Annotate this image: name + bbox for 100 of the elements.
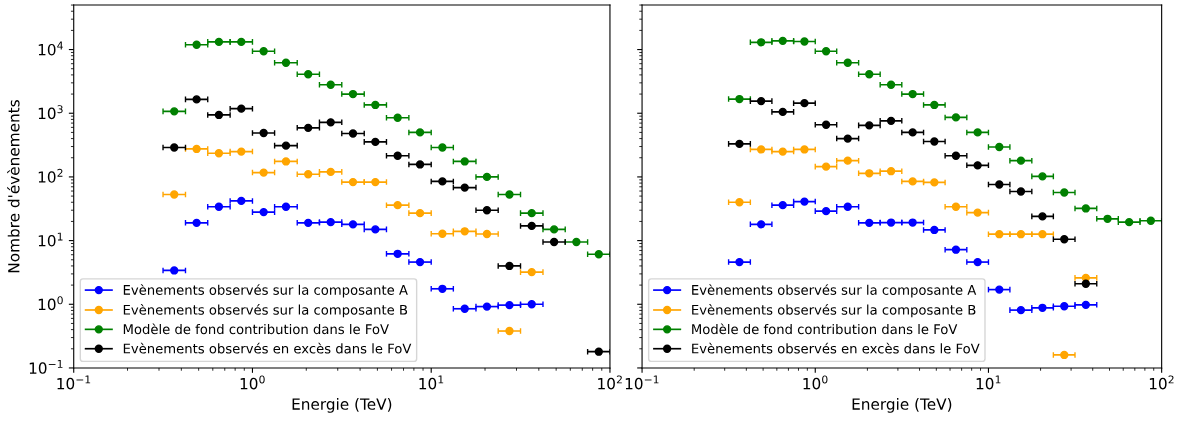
point: [778, 36, 787, 46]
point: [527, 267, 536, 277]
point: [843, 134, 852, 143]
point: [505, 300, 514, 310]
point: [460, 183, 469, 192]
point: [951, 245, 961, 254]
point: [192, 144, 201, 154]
point: [886, 218, 896, 227]
point: [572, 237, 581, 247]
point: [973, 257, 982, 267]
legend-label: Evènements observés sur la composante A: [692, 284, 977, 298]
point: [237, 147, 246, 156]
point: [886, 167, 896, 176]
point: [930, 225, 939, 235]
point: [908, 89, 917, 99]
point: [237, 37, 246, 47]
point: [348, 129, 358, 138]
point: [756, 38, 766, 47]
point: [800, 37, 809, 46]
point: [549, 225, 559, 234]
x-tick-label: 10$^{−1}$: [57, 375, 91, 390]
point: [594, 250, 603, 259]
point: [821, 162, 831, 171]
point: [482, 302, 492, 311]
point: [756, 96, 766, 106]
point: [973, 208, 982, 217]
point: [886, 116, 896, 125]
point: [326, 118, 335, 127]
point: [214, 37, 224, 47]
point: [348, 89, 358, 99]
point: [1038, 172, 1047, 181]
x-axis-title: Energie (TeV): [852, 398, 952, 413]
point: [1081, 300, 1091, 310]
point: [527, 208, 536, 218]
point: [1081, 204, 1091, 213]
point: [951, 202, 961, 211]
point: [930, 100, 939, 110]
point: [348, 220, 358, 229]
point: [995, 285, 1004, 294]
point: [237, 196, 246, 206]
point: [415, 128, 425, 137]
point: [549, 237, 559, 247]
point: [821, 206, 831, 216]
point: [843, 156, 852, 165]
point: [393, 113, 402, 122]
point: [326, 217, 335, 227]
legend-label: Evènements observés sur la composante B: [692, 304, 976, 318]
point: [1038, 303, 1047, 312]
point: [1060, 235, 1069, 244]
point: [821, 120, 831, 129]
point: [973, 161, 982, 170]
point: [281, 157, 291, 166]
point: [192, 40, 201, 49]
point: [800, 145, 809, 154]
point: [756, 220, 766, 229]
y-tick-label: 10$^{1}$: [38, 232, 63, 247]
point: [735, 257, 744, 267]
legend-label: Evènements observés en excès dans le FoV: [692, 342, 980, 354]
point: [865, 70, 874, 79]
point: [756, 145, 766, 154]
point: [1038, 212, 1047, 221]
point: [800, 98, 809, 108]
point: [460, 227, 469, 236]
point: [460, 157, 469, 166]
point: [1060, 350, 1069, 360]
point: [594, 347, 603, 356]
x-tick-label: 10$^{1}$: [976, 375, 1001, 390]
point: [371, 177, 380, 187]
point: [170, 107, 179, 116]
point: [951, 151, 961, 160]
point: [259, 128, 268, 138]
point: [281, 202, 291, 211]
point: [304, 170, 313, 179]
point: [214, 149, 224, 158]
point: [735, 139, 744, 149]
point: [393, 151, 402, 160]
y-axis-title: Nombre d'évènements: [7, 100, 20, 273]
point: [843, 58, 852, 67]
point: [1060, 302, 1069, 311]
point: [1016, 156, 1026, 165]
point: [304, 70, 313, 79]
point: [348, 177, 358, 187]
point: [214, 202, 224, 211]
y-tick-label: 10$^{−1}$: [29, 360, 63, 374]
point: [930, 178, 939, 187]
point: [1103, 214, 1112, 223]
point: [865, 169, 874, 178]
point: [482, 229, 492, 239]
point: [438, 143, 447, 152]
point: [778, 201, 787, 210]
point: [505, 190, 514, 199]
point: [281, 58, 291, 67]
point: [995, 180, 1004, 189]
point: [259, 47, 268, 56]
point: [326, 167, 335, 177]
point: [170, 190, 179, 199]
point: [865, 121, 874, 130]
point: [170, 266, 179, 275]
point: [908, 128, 917, 137]
x-tick-label: 10$^{−1}$: [625, 375, 659, 390]
